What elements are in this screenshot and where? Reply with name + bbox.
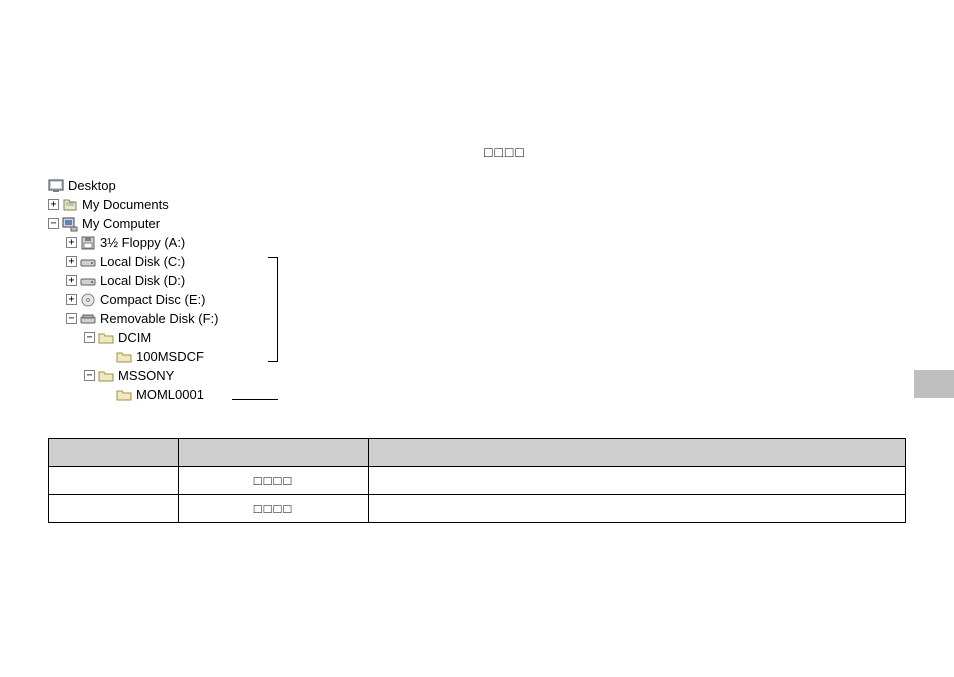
tree-row-removable[interactable]: − Removable Disk (F:): [48, 309, 218, 328]
expand-icon[interactable]: +: [66, 275, 77, 286]
tree-row-dcim[interactable]: − DCIM: [48, 328, 218, 347]
tree-label: Local Disk (D:): [100, 271, 185, 290]
desktop-icon: [48, 178, 64, 194]
expand-icon[interactable]: +: [48, 199, 59, 210]
callout-line: [232, 399, 278, 400]
collapse-icon[interactable]: −: [66, 313, 77, 324]
table-row: □□□□: [49, 495, 906, 523]
drive-icon: [80, 254, 96, 270]
expand-icon[interactable]: +: [66, 237, 77, 248]
tree-label: 3½ Floppy (A:): [100, 233, 185, 252]
tree-label: MOML0001: [136, 385, 204, 404]
collapse-icon[interactable]: −: [84, 332, 95, 343]
callout-bracket: [268, 257, 278, 362]
tree-label: 100MSDCF: [136, 347, 204, 366]
table-cell: □□□□: [179, 495, 369, 523]
table-cell: [369, 495, 906, 523]
tree-label: DCIM: [118, 328, 151, 347]
page-title: □□□□: [484, 144, 526, 160]
removable-drive-icon: [80, 311, 96, 327]
collapse-icon[interactable]: −: [48, 218, 59, 229]
computer-icon: [62, 216, 78, 232]
tree-row-desktop[interactable]: Desktop: [48, 176, 218, 195]
expand-icon[interactable]: +: [66, 294, 77, 305]
drive-icon: [80, 273, 96, 289]
data-table: □□□□ □□□□: [48, 438, 906, 523]
tree-label: My Documents: [82, 195, 169, 214]
tree-row-floppy[interactable]: + 3½ Floppy (A:): [48, 233, 218, 252]
documents-icon: [62, 197, 78, 213]
table-header-cell: [179, 439, 369, 467]
tree-label: Local Disk (C:): [100, 252, 185, 271]
floppy-icon: [80, 235, 96, 251]
table-row: □□□□: [49, 467, 906, 495]
folder-icon: [98, 368, 114, 384]
tree-row-moml0001[interactable]: MOML0001: [48, 385, 218, 404]
tree-row-my-computer[interactable]: − My Computer: [48, 214, 218, 233]
tree-label: Desktop: [68, 176, 116, 195]
table-cell: □□□□: [179, 467, 369, 495]
tree-row-mssony[interactable]: − MSSONY: [48, 366, 218, 385]
table-cell: [49, 467, 179, 495]
tree-row-100msdcf[interactable]: 100MSDCF: [48, 347, 218, 366]
folder-tree: Desktop + My Documents − My Computer + 3…: [48, 176, 218, 404]
tree-label: Compact Disc (E:): [100, 290, 205, 309]
tree-row-local-c[interactable]: + Local Disk (C:): [48, 252, 218, 271]
tree-label: MSSONY: [118, 366, 174, 385]
tree-label: Removable Disk (F:): [100, 309, 218, 328]
table-header-row: [49, 439, 906, 467]
table-header-cell: [369, 439, 906, 467]
table-cell: [369, 467, 906, 495]
expand-icon[interactable]: +: [66, 256, 77, 267]
tree-row-local-d[interactable]: + Local Disk (D:): [48, 271, 218, 290]
tree-label: My Computer: [82, 214, 160, 233]
page-edge-tab: [914, 370, 954, 398]
cd-icon: [80, 292, 96, 308]
folder-icon: [98, 330, 114, 346]
folder-icon: [116, 387, 132, 403]
folder-icon: [116, 349, 132, 365]
table-cell: [49, 495, 179, 523]
tree-row-cd[interactable]: + Compact Disc (E:): [48, 290, 218, 309]
collapse-icon[interactable]: −: [84, 370, 95, 381]
table-header-cell: [49, 439, 179, 467]
tree-row-my-documents[interactable]: + My Documents: [48, 195, 218, 214]
